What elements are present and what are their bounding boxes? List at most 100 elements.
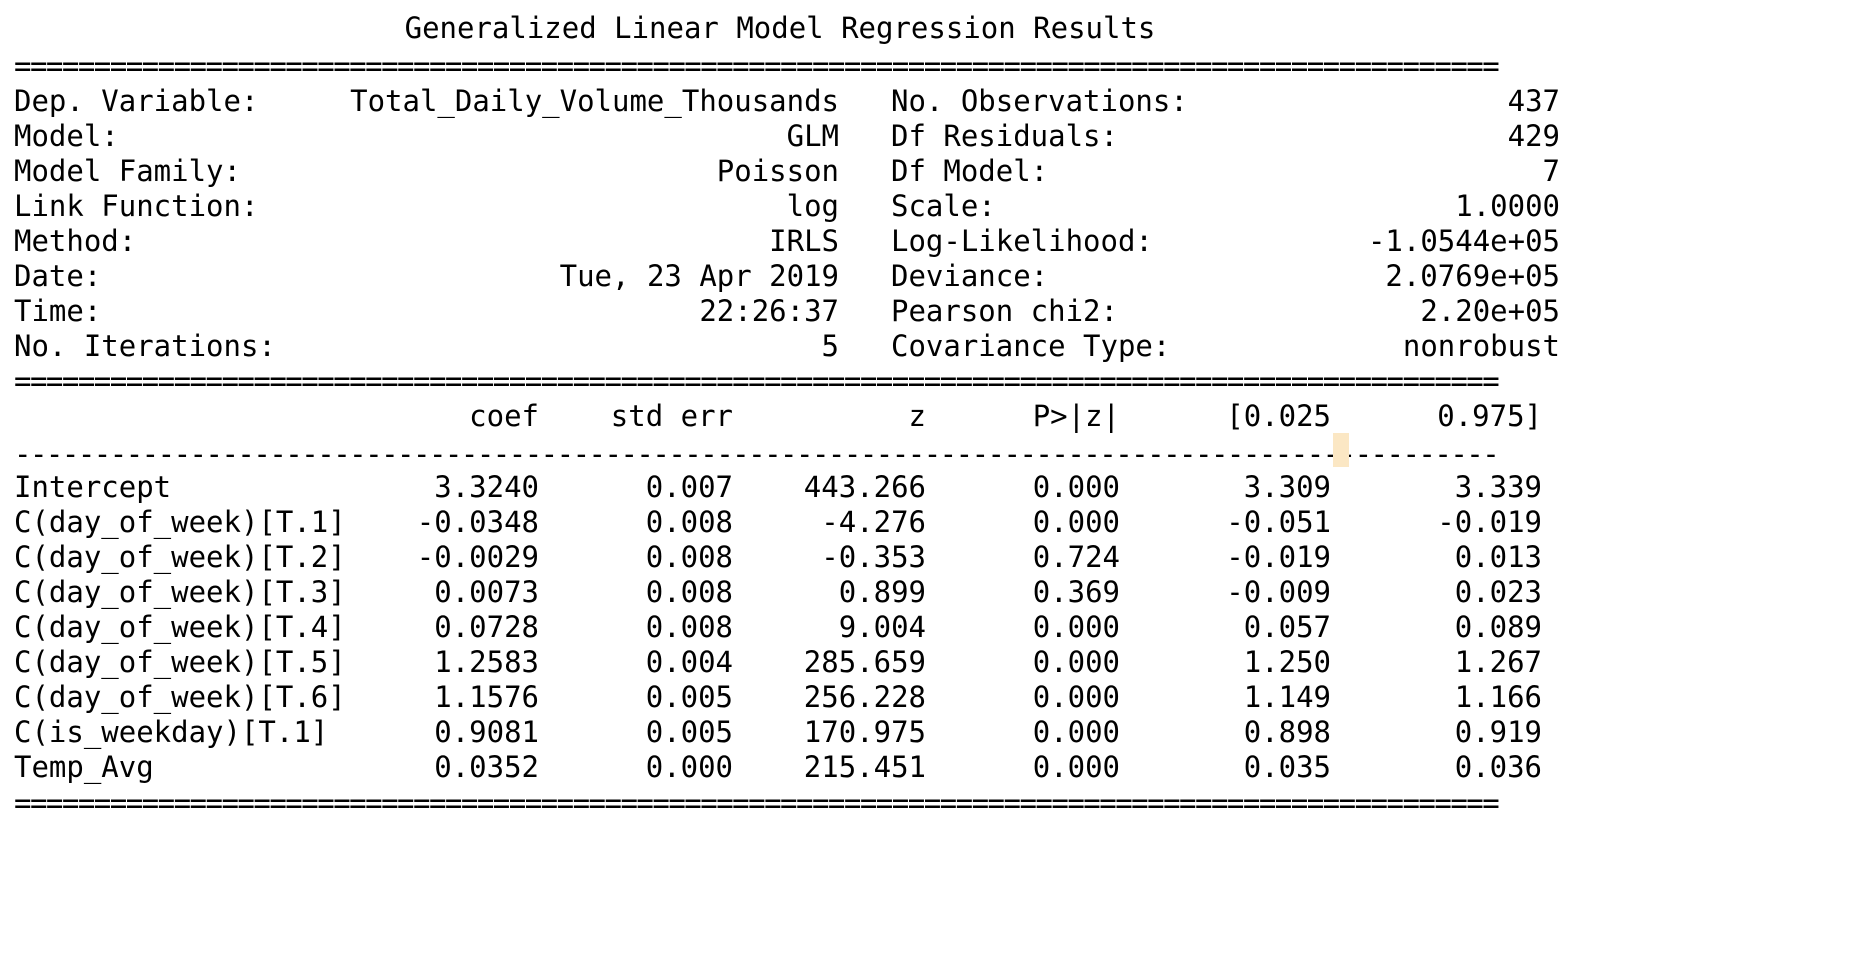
std-err-value: 0.004 <box>645 645 733 679</box>
z-value: 443.266 <box>803 470 926 504</box>
table-row: Intercept 3.3240 0.007 443.266 0.000 3.309 3.3… <box>0 469 1560 505</box>
z-value: 285.659 <box>803 645 926 679</box>
ci-lower-value: 0.057 <box>1243 610 1331 644</box>
header-z: z <box>908 399 926 433</box>
coef-table-header: coef std err z P>|z| [0.025 0.975] <box>0 398 1560 434</box>
z-value: 9.004 <box>838 610 926 644</box>
std-err-value: 0.008 <box>645 575 733 609</box>
coef-value: 1.2583 <box>434 645 539 679</box>
coef-value: 1.1576 <box>434 680 539 714</box>
p-value: 0.000 <box>1032 470 1120 504</box>
table-row: C(day_of_week)[T.3] 0.0073 0.008 0.899 0.369… <box>0 574 1560 610</box>
table-row: C(is_weekday)[T.1] 0.9081 0.005 170.975 0.00… <box>0 714 1560 750</box>
std-err-value: 0.008 <box>645 505 733 539</box>
coef-value: -0.0348 <box>416 505 539 539</box>
std-err-value: 0.008 <box>645 610 733 644</box>
header-ci-upper: 0.975] <box>1437 399 1542 433</box>
term-name: Intercept <box>14 470 172 504</box>
std-err-value: 0.005 <box>645 680 733 714</box>
summary-left-label: Method: <box>14 224 137 258</box>
summary-right-value: 437 <box>1507 84 1560 118</box>
coef-value: 0.0073 <box>434 575 539 609</box>
header-p-value: P>|z| <box>1032 399 1120 433</box>
summary-left-value: 22:26:37 <box>699 294 839 328</box>
summary-right-label: Df Model: <box>891 154 1049 188</box>
summary-right-label: Covariance Type: <box>891 329 1171 363</box>
double-rule-middle: ========================================… <box>14 364 1500 398</box>
term-name: C(is_weekday)[T.1] <box>14 715 329 749</box>
summary-left-value: Total_Daily_Volume_Thousands <box>350 84 839 118</box>
summary-left-value: IRLS <box>769 224 839 258</box>
table-row: C(day_of_week)[T.5] 1.2583 0.004 285.659 0.0… <box>0 644 1560 680</box>
p-value: 0.000 <box>1032 750 1120 784</box>
p-value: 0.000 <box>1032 715 1120 749</box>
ci-lower-value: -0.019 <box>1226 540 1331 574</box>
summary-row: Link Function: log Scale: 1.0000 <box>0 188 1560 224</box>
summary-row: No. Iterations: 5 Covariance Type: nonrobus… <box>0 328 1560 364</box>
summary-left-value: 5 <box>821 329 839 363</box>
summary-row: Model: GLM Df Residuals: 429 <box>0 118 1560 154</box>
p-value: 0.000 <box>1032 505 1120 539</box>
summary-row: Dep. Variable: Total_Daily_Volume_Thousan… <box>0 83 1560 119</box>
table-row: C(day_of_week)[T.2] -0.0029 0.008 -0.353 0.7… <box>0 539 1560 575</box>
table-row: C(day_of_week)[T.4] 0.0728 0.008 9.004 0.000… <box>0 609 1560 645</box>
summary-right-value: 1.0000 <box>1455 189 1560 223</box>
term-name: C(day_of_week)[T.4] <box>14 610 346 644</box>
ci-lower-value: 1.250 <box>1243 645 1331 679</box>
ci-upper-value: 1.166 <box>1454 680 1542 714</box>
z-value: 215.451 <box>803 750 926 784</box>
summary-left-value: GLM <box>786 119 839 153</box>
term-name: Temp_Avg <box>14 750 154 784</box>
summary-right-value: 7 <box>1542 154 1560 188</box>
double-rule-bottom: ========================================… <box>14 786 1500 820</box>
coef-value: 3.3240 <box>434 470 539 504</box>
summary-right-label: Scale: <box>891 189 996 223</box>
ci-upper-value: -0.019 <box>1437 505 1542 539</box>
summary-right-value: 429 <box>1507 119 1560 153</box>
std-err-value: 0.000 <box>645 750 733 784</box>
p-value: 0.000 <box>1032 610 1120 644</box>
header-std-err: std err <box>610 399 733 433</box>
ci-upper-value: 0.919 <box>1454 715 1542 749</box>
std-err-value: 0.007 <box>645 470 733 504</box>
summary-right-label: Pearson chi2: <box>891 294 1118 328</box>
coef-value: 0.9081 <box>434 715 539 749</box>
ci-lower-value: -0.009 <box>1226 575 1331 609</box>
summary-row: Date: Tue, 23 Apr 2019 Deviance: 2.0769e+05 <box>0 258 1560 294</box>
table-row: C(day_of_week)[T.1] -0.0348 0.008 -4.276 0.0… <box>0 504 1560 540</box>
text-cursor <box>1333 433 1349 467</box>
summary-left-value: Tue, 23 Apr 2019 <box>559 259 839 293</box>
term-name: C(day_of_week)[T.2] <box>14 540 346 574</box>
summary-right-label: Deviance: <box>891 259 1049 293</box>
p-value: 0.000 <box>1032 645 1120 679</box>
ci-upper-value: 0.023 <box>1454 575 1542 609</box>
std-err-value: 0.008 <box>645 540 733 574</box>
summary-right-label: No. Observations: <box>891 84 1188 118</box>
summary-left-label: Model: <box>14 119 119 153</box>
p-value: 0.724 <box>1032 540 1120 574</box>
ci-upper-value: 3.339 <box>1454 470 1542 504</box>
term-name: C(day_of_week)[T.6] <box>14 680 346 714</box>
summary-left-label: Link Function: <box>14 189 259 223</box>
z-value: 170.975 <box>803 715 926 749</box>
coef-value: -0.0029 <box>416 540 539 574</box>
ci-lower-value: 1.149 <box>1243 680 1331 714</box>
table-row: Temp_Avg 0.0352 0.000 215.451 0.000 0.035 0.03… <box>0 749 1560 785</box>
summary-left-value: Poisson <box>716 154 839 188</box>
ci-upper-value: 0.036 <box>1454 750 1542 784</box>
header-coef: coef <box>469 399 539 433</box>
z-value: 0.899 <box>838 575 926 609</box>
single-rule: ----------------------------------------… <box>14 437 1500 471</box>
summary-left-label: Dep. Variable: <box>14 84 259 118</box>
term-name: C(day_of_week)[T.5] <box>14 645 346 679</box>
ci-lower-value: -0.051 <box>1226 505 1331 539</box>
term-name: C(day_of_week)[T.1] <box>14 505 346 539</box>
std-err-value: 0.005 <box>645 715 733 749</box>
p-value: 0.000 <box>1032 680 1120 714</box>
ci-lower-value: 3.309 <box>1243 470 1331 504</box>
coef-value: 0.0352 <box>434 750 539 784</box>
summary-left-label: No. Iterations: <box>14 329 276 363</box>
summary-right-label: Df Residuals: <box>891 119 1118 153</box>
summary-left-label: Model Family: <box>14 154 241 188</box>
summary-left-label: Time: <box>14 294 102 328</box>
